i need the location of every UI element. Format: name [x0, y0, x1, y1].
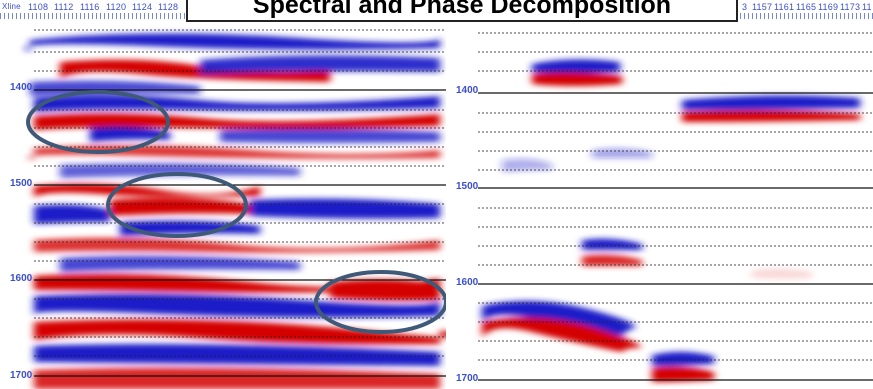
xline-tick: 1161 — [774, 2, 794, 12]
xline-tick: 1108 — [28, 2, 48, 12]
axis-prefix: Xline — [2, 2, 21, 11]
right-seismic-image — [452, 0, 873, 389]
page-title: Spectral and Phase Decomposition — [253, 0, 671, 20]
left-seismic-panel: Xline 1108 1112 1116 1120 1124 1128 1400… — [0, 0, 446, 389]
time-label-1400: 1400 — [10, 82, 32, 93]
xline-tick-marks — [740, 13, 873, 19]
xline-tick: 1120 — [106, 2, 126, 12]
xline-tick: 1124 — [132, 2, 152, 12]
xline-tick: 3 — [742, 2, 747, 12]
time-label-1400: 1400 — [456, 85, 478, 96]
xline-tick: 1169 — [818, 2, 838, 12]
right-seismic-panel: 3 1157 1161 1165 1169 1173 11 1400 1500 … — [452, 0, 873, 389]
xline-tick: 1173 — [840, 2, 860, 12]
xline-tick: 1128 — [158, 2, 178, 12]
time-label-1700: 1700 — [10, 370, 32, 381]
xline-tick: 1157 — [752, 2, 772, 12]
time-label-1500: 1500 — [456, 181, 478, 192]
xline-tick: 1165 — [796, 2, 816, 12]
left-seismic-image — [0, 0, 446, 389]
time-label-1600: 1600 — [10, 273, 32, 284]
xline-tick: 11 — [862, 2, 872, 12]
time-label-1700: 1700 — [456, 373, 478, 384]
xline-tick: 1116 — [80, 2, 100, 12]
title-box: Spectral and Phase Decomposition — [186, 0, 738, 22]
time-label-1600: 1600 — [456, 277, 478, 288]
xline-tick: 1112 — [54, 2, 74, 12]
time-label-1500: 1500 — [10, 178, 32, 189]
